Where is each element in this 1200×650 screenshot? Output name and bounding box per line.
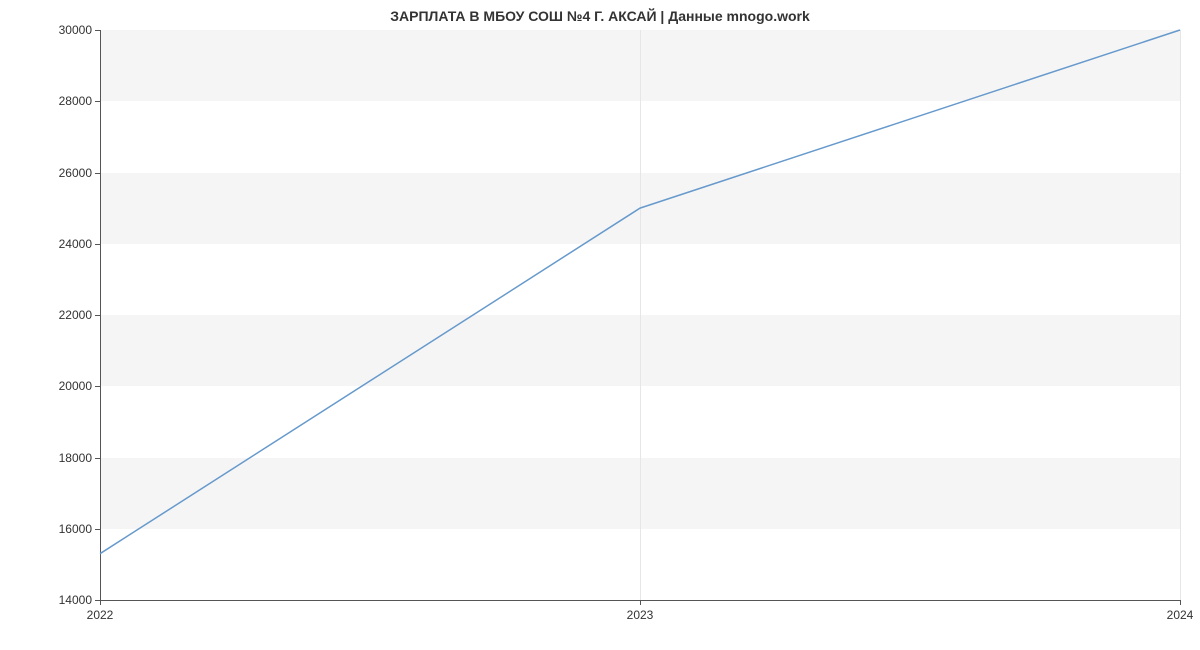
x-tick-label: 2022 [87,608,114,622]
x-tick-label: 2023 [627,608,654,622]
y-tick-label: 24000 [59,237,92,251]
x-axis-line [100,600,1180,601]
line-series-svg [100,30,1180,600]
y-tick-label: 20000 [59,379,92,393]
y-tick-label: 16000 [59,522,92,536]
y-tick-label: 26000 [59,166,92,180]
plot-area: 1400016000180002000022000240002600028000… [100,30,1180,600]
y-tick-label: 22000 [59,308,92,322]
x-tick-label: 2024 [1167,608,1194,622]
chart-title: ЗАРПЛАТА В МБОУ СОШ №4 Г. АКСАЙ | Данные… [0,8,1200,24]
y-tick-label: 18000 [59,451,92,465]
x-grid-line [1180,30,1181,600]
salary-line-chart: ЗАРПЛАТА В МБОУ СОШ №4 Г. АКСАЙ | Данные… [0,0,1200,650]
y-tick-label: 14000 [59,593,92,607]
y-tick-label: 28000 [59,94,92,108]
x-tick-mark [1180,600,1181,605]
series-line-salary [100,30,1180,554]
y-tick-label: 30000 [59,23,92,37]
